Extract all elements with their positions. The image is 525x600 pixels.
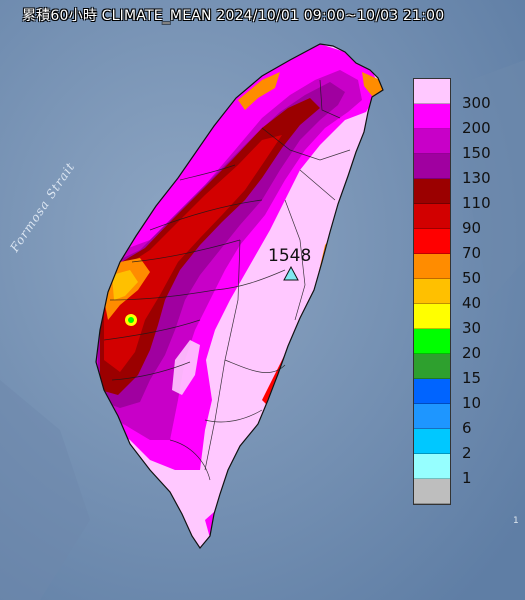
legend-swatch	[414, 454, 450, 479]
legend-swatch	[414, 254, 450, 279]
legend-swatch	[414, 79, 450, 104]
peak-station-marker	[283, 265, 299, 281]
legend-label: 20	[462, 344, 482, 362]
edge-number-label: 1	[513, 516, 519, 526]
legend-swatch	[414, 329, 450, 354]
legend-label: 15	[462, 369, 482, 387]
zone-70-east-coast	[262, 340, 292, 404]
legend-swatch	[414, 279, 450, 304]
zone-300plus-west-inland	[172, 340, 200, 395]
legend-swatch	[414, 479, 450, 504]
legend-swatch	[414, 154, 450, 179]
legend-swatch	[414, 429, 450, 454]
east-sea-shade	[470, 60, 525, 300]
legend-swatch	[414, 104, 450, 129]
zone-50-north	[238, 72, 280, 110]
legend-swatch	[414, 379, 450, 404]
legend-swatch	[414, 404, 450, 429]
legend-label: 50	[462, 269, 482, 287]
legend-swatch	[414, 304, 450, 329]
legend-label: 300	[462, 94, 491, 112]
legend-label: 90	[462, 219, 482, 237]
legend-swatch	[414, 129, 450, 154]
zone-110	[100, 98, 320, 395]
legend-label: 70	[462, 244, 482, 262]
zone-40-southwest	[112, 270, 138, 300]
legend-swatch	[414, 229, 450, 254]
legend-label: 30	[462, 319, 482, 337]
legend-label: 200	[462, 119, 491, 137]
zone-20-spot	[128, 317, 134, 323]
legend-swatch	[414, 204, 450, 229]
county-boundaries	[103, 79, 351, 481]
zone-90	[104, 135, 282, 372]
map-title: 累積60小時 CLIMATE_MEAN 2024/10/01 09:00~10/…	[22, 8, 445, 24]
legend-label: 2	[462, 444, 472, 462]
legend-label: 10	[462, 394, 482, 412]
legend-label: 6	[462, 419, 472, 437]
legend-label: 150	[462, 144, 491, 162]
legend-swatch	[414, 179, 450, 204]
legend-label: 1	[462, 469, 472, 487]
island-outline	[95, 43, 384, 550]
southwest-sea-shade	[0, 380, 90, 600]
zone-50-northeast	[362, 72, 383, 96]
legend-label: 130	[462, 169, 491, 187]
peak-value-label: 1548	[268, 246, 312, 266]
legend-label: 40	[462, 294, 482, 312]
legend-swatch	[414, 354, 450, 379]
color-legend	[413, 78, 451, 505]
legend-label: 110	[462, 194, 491, 212]
